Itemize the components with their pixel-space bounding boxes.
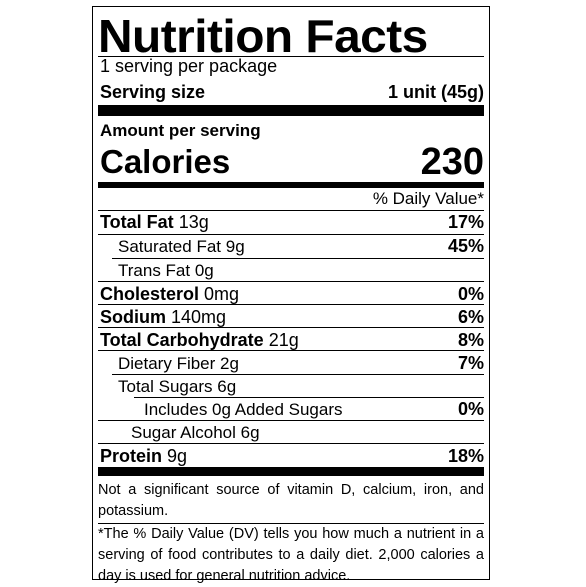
- divider: [98, 523, 484, 524]
- nutrient-dv: 45%: [447, 236, 484, 256]
- nutrient-amount: 21g: [268, 330, 299, 350]
- nutrient-name: Sodium: [100, 307, 166, 327]
- nutrition-facts-label: Nutrition Facts 1 serving per package Se…: [92, 6, 490, 584]
- thick-divider: [98, 467, 484, 476]
- nutrient-row-total-carbohydrate: Total Carbohydrate 21g: [100, 331, 299, 349]
- nutrient-amount: 140mg: [171, 307, 227, 327]
- divider: [98, 210, 484, 211]
- divider: [98, 304, 484, 305]
- footnote-daily-value: *The % Daily Value (DV) tells you how mu…: [98, 526, 484, 584]
- thick-divider: [98, 105, 484, 116]
- nutrient-row-added-sugars: Includes 0g Added Sugars: [144, 400, 343, 419]
- label-title: Nutrition Facts: [98, 10, 428, 62]
- nutrient-amount: 0mg: [204, 284, 240, 304]
- footnote-nutrient-sources: Not a significant source of vitamin D, c…: [98, 482, 484, 519]
- divider: [98, 327, 484, 328]
- nutrient-amount: 9g: [167, 446, 188, 466]
- nutrient-amount: 13g: [178, 212, 209, 232]
- nutrient-dv: 0%: [457, 284, 484, 304]
- nutrient-row-total-fat: Total Fat 13g: [100, 213, 209, 231]
- calories-value: 230: [420, 141, 484, 183]
- divider: [98, 234, 484, 235]
- nutrient-amount: 6g: [217, 377, 237, 396]
- nutrient-row-sugar-alcohol: Sugar Alcohol 6g: [131, 424, 260, 441]
- nutrient-name: Total Sugars: [118, 377, 213, 396]
- nutrient-name: Cholesterol: [100, 284, 200, 304]
- amount-per-serving: Amount per serving: [100, 121, 261, 140]
- divider: [134, 397, 484, 398]
- nutrient-dv: 8%: [457, 330, 484, 350]
- nutrient-row-saturated-fat: Saturated Fat 9g: [118, 238, 245, 255]
- calories-label: Calories: [100, 143, 231, 180]
- nutrient-amount: 0g: [194, 261, 214, 280]
- divider: [98, 56, 484, 57]
- nutrient-dv: 18%: [447, 446, 484, 466]
- divider: [98, 350, 484, 351]
- nutrient-name: Sugar Alcohol: [131, 423, 236, 442]
- nutrient-amount: 2g: [220, 354, 239, 373]
- nutrient-row-cholesterol: Cholesterol 0mg: [100, 285, 239, 303]
- nutrient-dv: 17%: [447, 212, 484, 232]
- daily-value-header: % Daily Value*: [372, 189, 484, 208]
- divider: [98, 420, 484, 421]
- nutrient-name: Dietary Fiber: [118, 354, 216, 373]
- servings-per-package: 1 serving per package: [100, 56, 278, 76]
- divider: [112, 258, 484, 259]
- divider: [112, 374, 484, 375]
- nutrient-amount: 9g: [225, 237, 245, 256]
- nutrient-name: Saturated Fat: [118, 237, 222, 256]
- nutrient-amount: 6g: [240, 423, 260, 442]
- nutrient-dv: 7%: [457, 353, 484, 373]
- serving-size-label: Serving size: [100, 82, 206, 102]
- nutrient-name: Trans Fat: [118, 261, 191, 280]
- nutrient-dv: 0%: [457, 399, 484, 419]
- nutrient-dv: 6%: [457, 307, 484, 327]
- nutrient-name: Total Fat: [100, 212, 174, 232]
- nutrient-row-protein: Protein 9g: [100, 447, 187, 465]
- divider: [98, 443, 484, 444]
- nutrient-row-total-sugars: Total Sugars 6g: [118, 378, 236, 395]
- nutrient-row-dietary-fiber: Dietary Fiber 2g: [118, 355, 239, 372]
- nutrient-row-sodium: Sodium 140mg: [100, 308, 226, 326]
- medium-divider: [98, 182, 484, 188]
- nutrient-name: Total Carbohydrate: [100, 330, 264, 350]
- nutrient-name: Protein: [100, 446, 163, 466]
- serving-size-value: 1 unit (45g): [387, 82, 484, 102]
- divider: [98, 281, 484, 282]
- nutrient-row-trans-fat: Trans Fat 0g: [118, 262, 214, 279]
